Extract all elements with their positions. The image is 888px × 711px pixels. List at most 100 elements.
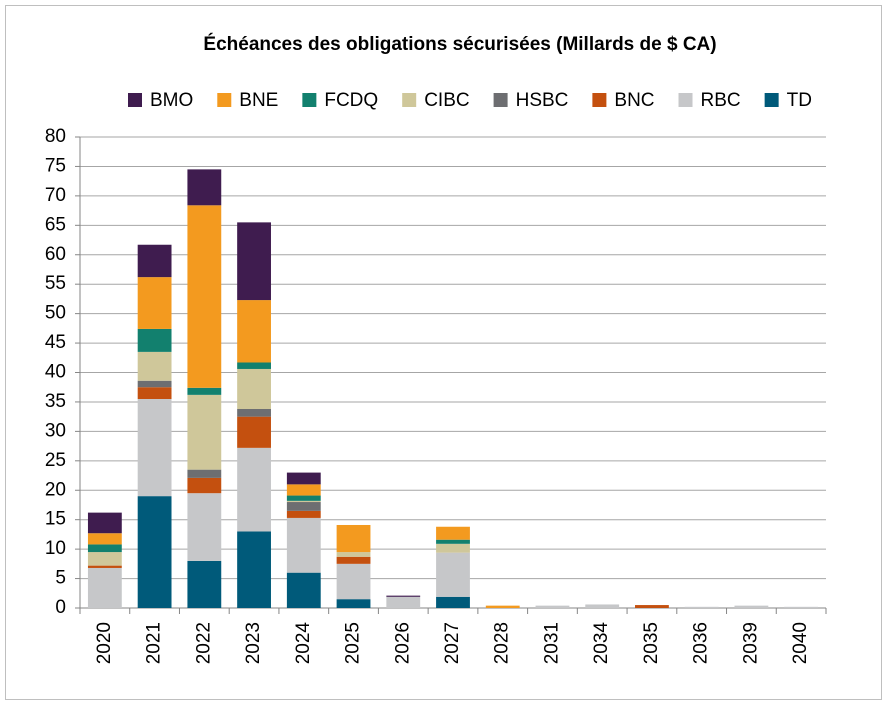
- y-tick-label: 75: [45, 155, 66, 176]
- bar-segment: [784, 606, 819, 608]
- y-tick-label: 25: [45, 450, 66, 471]
- bar-segment: [237, 300, 271, 363]
- legend-label: BMO: [150, 90, 193, 111]
- y-tick-label: 55: [45, 273, 66, 294]
- bar-segment: [87, 552, 122, 566]
- bar-segment: [286, 510, 321, 518]
- y-tick-label: 70: [45, 185, 66, 206]
- bar-segment: [237, 222, 271, 301]
- bar-segment: [237, 531, 271, 608]
- bar-segment: [436, 596, 470, 608]
- bar-segment: [436, 543, 470, 553]
- y-tick-label: 50: [45, 303, 66, 324]
- bar-segment: [237, 368, 271, 410]
- x-tick-label: 2027: [442, 622, 463, 664]
- bar-segment: [187, 493, 222, 561]
- legend-swatch: [402, 93, 417, 107]
- bar-segment: [137, 380, 172, 388]
- bar-segment: [386, 596, 421, 608]
- x-tick-label: 2024: [293, 622, 314, 665]
- bar-segment: [87, 544, 122, 553]
- x-tick-label: 2035: [641, 622, 662, 664]
- bar-segment: [336, 524, 371, 553]
- bar-segment: [286, 572, 321, 608]
- bar-segment: [137, 277, 172, 329]
- y-tick-label: 30: [45, 420, 66, 441]
- legend-swatch: [302, 93, 317, 107]
- bar-segment: [87, 565, 122, 568]
- x-tick-label: 2039: [740, 622, 761, 664]
- y-tick-label: 65: [45, 214, 66, 235]
- bar-segment: [187, 469, 222, 478]
- legend-swatch: [493, 93, 508, 107]
- bar-segment: [386, 595, 421, 597]
- bar-segment: [286, 502, 321, 511]
- legend-swatch: [592, 93, 607, 107]
- legend-swatch: [217, 93, 232, 107]
- bar-segment: [336, 563, 371, 600]
- bar-segment: [137, 398, 172, 497]
- bar-segment: [535, 605, 570, 608]
- y-tick-label: 10: [45, 538, 66, 559]
- legend-label: CIBC: [424, 90, 469, 111]
- x-tick-label: 2023: [243, 622, 264, 664]
- y-tick-label: 60: [45, 244, 66, 265]
- x-tick-label: 2028: [492, 622, 513, 664]
- y-tick-label: 20: [45, 479, 66, 500]
- y-tick-label: 0: [55, 597, 66, 618]
- bar-segment: [87, 512, 122, 534]
- y-tick-label: 35: [45, 391, 66, 412]
- y-tick-label: 80: [45, 126, 66, 147]
- legend-label: FCDQ: [324, 90, 378, 111]
- bar-segment: [684, 606, 719, 608]
- x-tick-label: 2021: [144, 622, 165, 664]
- y-tick-label: 15: [45, 509, 66, 530]
- bar-segment: [237, 409, 271, 417]
- bar-segment: [286, 472, 321, 485]
- bar-segment: [286, 484, 321, 496]
- bar-segment: [187, 205, 222, 388]
- bar-segment: [137, 244, 172, 278]
- x-tick-label: 2040: [790, 622, 811, 664]
- legend-swatch: [678, 93, 693, 107]
- bar-segment: [237, 447, 271, 532]
- bar-segment: [137, 387, 172, 399]
- y-tick-label: 45: [45, 332, 66, 353]
- bar-segment: [87, 567, 122, 608]
- bar-segment: [286, 495, 321, 501]
- legend-label: BNC: [614, 90, 654, 111]
- bar-segment: [485, 605, 520, 608]
- bar-segment: [336, 599, 371, 608]
- bar-segment: [237, 416, 271, 448]
- bar-segment: [237, 362, 271, 369]
- bar-segment: [87, 533, 122, 545]
- x-tick-label: 2026: [392, 622, 413, 664]
- legend-label: RBC: [701, 90, 741, 111]
- bar-segment: [734, 605, 769, 608]
- x-tick-label: 2020: [94, 622, 115, 664]
- bar-segment: [286, 500, 321, 503]
- legend-swatch: [764, 93, 779, 107]
- bar-segment: [336, 552, 371, 557]
- y-tick-label: 40: [45, 362, 66, 383]
- y-tick-label: 5: [55, 568, 66, 589]
- bar-segment: [187, 560, 222, 608]
- bar-segment: [137, 351, 172, 381]
- bar-segment: [187, 387, 222, 395]
- bar-segment: [137, 496, 172, 608]
- bar-segment: [585, 604, 620, 608]
- bar-segment: [286, 517, 321, 573]
- bar-segment: [436, 526, 470, 540]
- bar-segment: [187, 169, 222, 206]
- bar-segment: [137, 328, 172, 352]
- bar-segment: [436, 539, 470, 544]
- x-tick-label: 2025: [343, 622, 364, 664]
- chart-title: Échéances des obligations sécurisées (Mi…: [203, 33, 716, 55]
- bar-segment: [336, 556, 371, 564]
- x-tick-label: 2031: [541, 622, 562, 664]
- bar-segment: [187, 477, 222, 494]
- x-tick-label: 2036: [691, 622, 712, 664]
- legend-label: BNE: [239, 90, 278, 111]
- x-tick-label: 2034: [591, 622, 612, 665]
